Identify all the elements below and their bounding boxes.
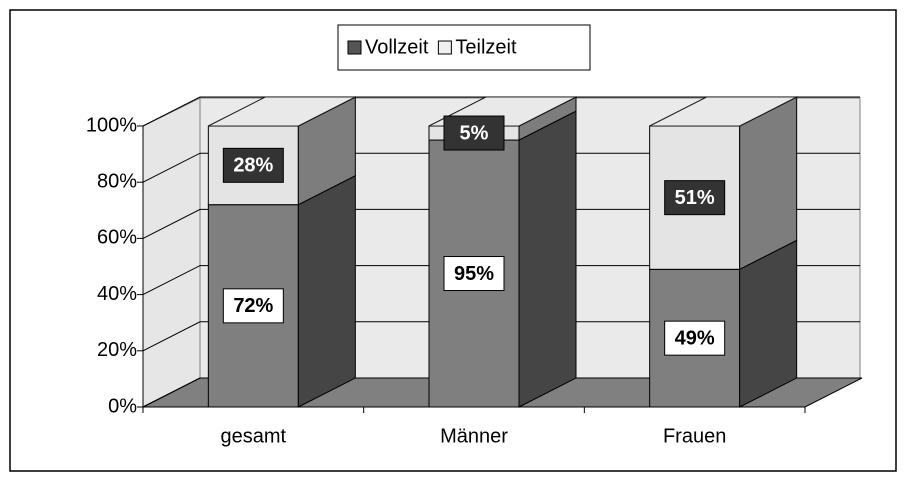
grid-line xyxy=(142,265,860,296)
value-label-box xyxy=(222,147,284,183)
bar-side-shade xyxy=(519,97,576,141)
legend-box xyxy=(337,24,591,71)
grid-line xyxy=(142,152,860,183)
value-label: 72% xyxy=(233,295,273,317)
legend-swatch xyxy=(437,40,452,55)
y-tick-label: 20% xyxy=(97,339,137,361)
grid-line xyxy=(142,96,860,127)
grid-line xyxy=(142,321,860,352)
x-tick-label: Männer xyxy=(440,425,508,447)
bar-side-shade xyxy=(298,97,356,205)
value-label-box xyxy=(443,256,505,292)
value-label-box xyxy=(664,320,726,356)
value-label: 95% xyxy=(454,263,494,285)
value-label: 51% xyxy=(675,187,715,209)
bar-side-shade xyxy=(519,111,576,408)
value-label: 5% xyxy=(460,122,489,144)
side-wall xyxy=(142,97,201,408)
y-tick-label: 80% xyxy=(97,170,137,192)
legend-label: Teilzeit xyxy=(455,36,517,58)
grid-line xyxy=(142,377,860,408)
value-label-box xyxy=(443,115,505,151)
bar-top xyxy=(649,96,797,127)
legend-swatch xyxy=(347,40,362,55)
y-tick-label: 0% xyxy=(108,395,137,417)
y-tick-label: 100% xyxy=(86,114,137,136)
y-tick-label: 60% xyxy=(97,227,137,249)
y-tick-label: 40% xyxy=(97,283,137,305)
bar-side-shade xyxy=(739,97,797,270)
bar-segment xyxy=(207,96,356,206)
x-tick-label: gesamt xyxy=(221,425,287,447)
legend-label: Vollzeit xyxy=(365,36,429,58)
value-label: 28% xyxy=(233,155,273,177)
bar-side-shade xyxy=(739,240,797,407)
bar-side-shade xyxy=(298,175,356,407)
value-label-box xyxy=(664,180,726,216)
value-label-box xyxy=(222,288,284,324)
grid-line xyxy=(142,208,860,239)
x-tick-label: Frauen xyxy=(663,425,726,447)
bar-top-shade xyxy=(208,97,356,126)
bar-top xyxy=(208,96,356,127)
bar-top-shade xyxy=(649,97,797,126)
value-label: 49% xyxy=(675,327,715,349)
